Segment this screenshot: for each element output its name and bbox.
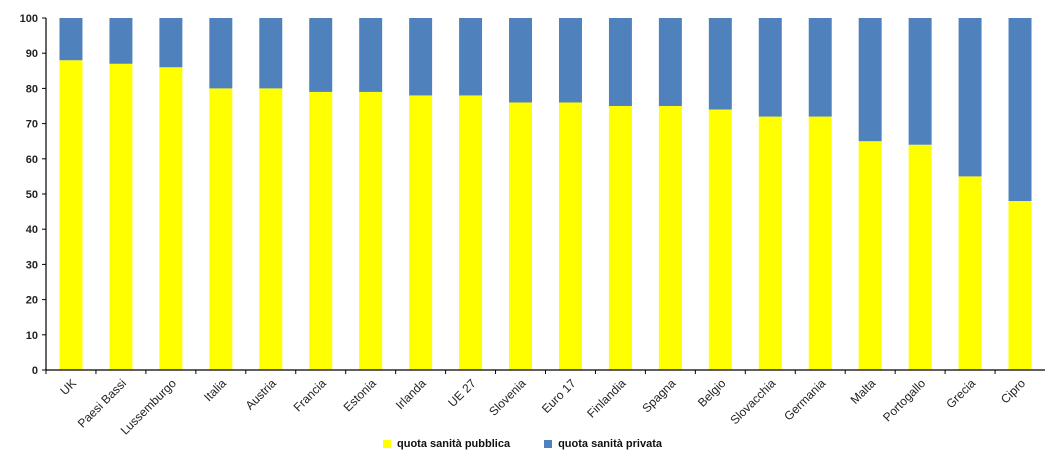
x-tick-label: Portogallo xyxy=(880,376,928,424)
bar-private-paesi-bassi xyxy=(109,18,133,64)
bar-public-uk xyxy=(59,60,83,371)
bar-private-cipro xyxy=(1008,18,1032,202)
bar-public-cipro xyxy=(1008,201,1032,370)
bar-public-belgio xyxy=(708,109,732,371)
x-tick-label: Italia xyxy=(201,376,229,404)
y-tick-label: 10 xyxy=(26,330,38,342)
y-tick-label: 80 xyxy=(26,83,38,95)
x-tick-label: UE 27 xyxy=(445,376,479,410)
x-tick-label: Francia xyxy=(291,376,329,414)
bar-private-italia xyxy=(209,18,233,89)
y-tick-label: 30 xyxy=(26,259,38,271)
x-tick-label: Estonia xyxy=(341,376,379,414)
bar-private-euro-17 xyxy=(558,18,582,103)
y-tick-label: 20 xyxy=(26,295,38,307)
y-axis: 0 10 20 30 40 50 60 70 80 90 100 xyxy=(20,13,46,377)
bar-private-lussemburgo xyxy=(159,18,183,68)
legend-item-public: quota sanità pubblica xyxy=(383,438,510,450)
bar-private-estonia xyxy=(359,18,383,92)
bar-public-ue-27 xyxy=(459,95,483,370)
x-tick-label: Grecia xyxy=(943,376,978,411)
bar-private-francia xyxy=(309,18,333,92)
bar-public-lussemburgo xyxy=(159,67,183,370)
bar-private-spagna xyxy=(658,18,682,106)
bar-public-malta xyxy=(858,141,882,370)
bar-private-uk xyxy=(59,18,83,61)
bar-public-irlanda xyxy=(409,95,433,370)
bar-private-slovenia xyxy=(509,18,533,103)
bar-private-malta xyxy=(858,18,882,142)
bar-private-slovacchia xyxy=(758,18,782,117)
bar-public-estonia xyxy=(359,91,383,371)
bar-public-spagna xyxy=(658,106,682,370)
x-tick-label: UK xyxy=(57,376,79,398)
x-tick-label: Paesi Bassi xyxy=(75,376,129,430)
bar-public-portogallo xyxy=(908,144,932,370)
x-tick-label: Cipro xyxy=(998,376,1028,406)
bar-private-grecia xyxy=(958,18,982,177)
y-tick-label: 90 xyxy=(26,48,38,60)
legend-swatch-private xyxy=(544,440,553,448)
bar-public-finlandia xyxy=(608,106,632,370)
x-tick-label: Germania xyxy=(781,376,828,423)
legend-label-public: quota sanità pubblica xyxy=(397,438,511,450)
y-tick-label: 60 xyxy=(26,154,38,166)
bar-public-germania xyxy=(808,116,832,370)
x-tick-label: Slovenia xyxy=(486,376,529,419)
x-tick-label: Belgio xyxy=(695,376,729,410)
bar-private-belgio xyxy=(708,18,732,110)
bar-public-euro-17 xyxy=(558,102,582,370)
bar-public-paesi-bassi xyxy=(109,63,133,370)
bar-public-austria xyxy=(259,88,283,371)
bar-public-francia xyxy=(309,91,333,371)
bar-private-portogallo xyxy=(908,18,932,145)
x-tick-label: Slovacchia xyxy=(727,376,778,427)
legend-swatch-public xyxy=(383,440,391,448)
y-tick-label: 40 xyxy=(26,224,38,236)
x-tick-label: Malta xyxy=(848,376,879,407)
bar-public-slovenia xyxy=(509,102,533,370)
x-tick-label: Austria xyxy=(243,376,280,413)
bar-private-austria xyxy=(259,18,283,89)
legend-label-private: quota sanità privata xyxy=(558,438,662,450)
x-tick-label: Spagna xyxy=(639,376,678,415)
axes xyxy=(45,18,1045,371)
x-tick-label: Euro 17 xyxy=(539,376,579,416)
bar-public-slovacchia xyxy=(758,116,782,370)
bar-public-grecia xyxy=(958,176,982,370)
x-tick-label: Irlanda xyxy=(393,376,429,412)
bar-private-finlandia xyxy=(608,18,632,106)
legend: quota sanità pubblica quota sanità priva… xyxy=(0,438,1045,450)
bar-private-irlanda xyxy=(409,18,433,96)
bars xyxy=(59,18,1032,371)
y-tick-label: 50 xyxy=(26,189,38,201)
y-tick-label: 100 xyxy=(20,13,38,25)
bar-private-ue-27 xyxy=(459,18,483,96)
bar-public-italia xyxy=(209,88,233,371)
legend-item-private: quota sanità privata xyxy=(544,438,662,450)
y-tick-label: 0 xyxy=(32,365,38,377)
bar-private-germania xyxy=(808,18,832,117)
x-tick-label: Finlandia xyxy=(584,376,629,421)
y-tick-label: 70 xyxy=(26,119,38,131)
